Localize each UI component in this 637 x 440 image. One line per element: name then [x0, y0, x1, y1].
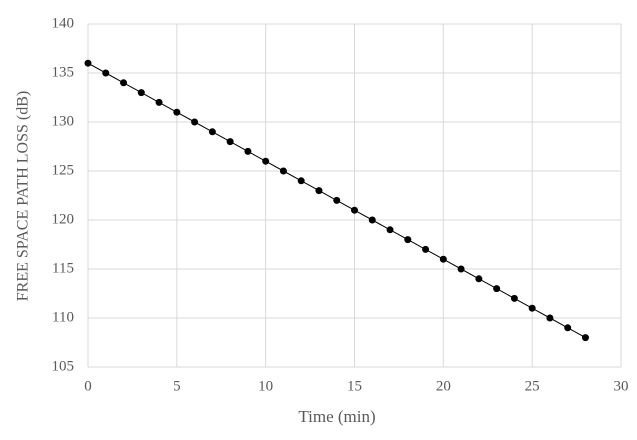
data-point	[279, 167, 287, 175]
x-tick-label: 20	[436, 378, 451, 394]
data-point	[351, 206, 358, 214]
y-axis-label: FREE SPACE PATH LOSS (dB)	[15, 91, 32, 301]
data-point	[386, 226, 394, 234]
data-point	[475, 275, 483, 283]
data-point	[528, 304, 536, 312]
data-point	[564, 324, 572, 332]
data-point	[404, 236, 412, 244]
x-tick-label: 25	[525, 378, 540, 394]
y-tick-label: 120	[52, 211, 75, 227]
data-point	[546, 314, 554, 322]
x-tick-label: 5	[173, 378, 181, 394]
data-point	[315, 187, 323, 195]
x-axis-label: Time (min)	[298, 407, 375, 426]
y-tick-label: 140	[52, 15, 75, 31]
x-tick-label: 15	[347, 378, 362, 394]
data-point	[493, 285, 501, 293]
data-point	[581, 334, 589, 342]
data-point	[173, 108, 181, 116]
x-tick-label: 0	[84, 378, 92, 394]
data-point	[84, 59, 92, 67]
y-tick-label: 110	[52, 309, 74, 325]
data-point	[120, 79, 128, 87]
y-tick-label: 125	[52, 162, 75, 178]
data-point	[262, 157, 270, 165]
y-tick-label: 135	[52, 64, 75, 80]
y-tick-label: 115	[52, 260, 74, 276]
data-point	[137, 89, 145, 97]
data-point	[422, 245, 430, 253]
data-point	[226, 138, 234, 146]
data-point	[439, 255, 447, 263]
data-point	[102, 69, 110, 77]
data-point	[333, 196, 341, 204]
y-tick-label: 105	[52, 358, 75, 374]
data-point	[510, 294, 518, 302]
x-tick-label: 30	[614, 378, 629, 394]
data-point	[244, 147, 252, 155]
data-point	[297, 177, 305, 185]
data-point	[368, 216, 376, 224]
data-point	[191, 118, 199, 126]
x-tick-label: 10	[258, 378, 273, 394]
data-point	[155, 98, 163, 106]
y-tick-label: 130	[52, 113, 75, 129]
data-point	[457, 265, 465, 273]
data-point	[208, 128, 216, 136]
